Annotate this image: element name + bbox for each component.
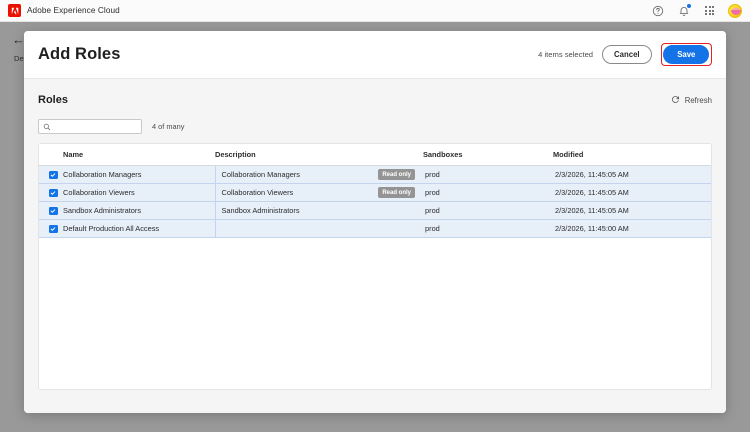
cell-sandboxes: prod	[423, 183, 553, 202]
row-checkbox[interactable]	[49, 188, 58, 198]
save-button[interactable]: Save	[663, 45, 710, 64]
row-checkbox[interactable]	[49, 170, 58, 180]
cell-name: Collaboration Viewers	[63, 183, 215, 202]
read-only-badge: Read only	[378, 187, 415, 198]
search-row: 4 of many	[38, 119, 712, 134]
column-header-name[interactable]: Name	[63, 144, 215, 166]
roles-table: Name Description Sandboxes Modified Coll…	[39, 144, 711, 238]
cell-description	[214, 219, 423, 238]
dialog-body: Roles Refresh 4 of	[24, 79, 726, 413]
column-header-description[interactable]: Description	[215, 144, 423, 166]
cancel-button[interactable]: Cancel	[602, 45, 652, 64]
row-checkbox-cell[interactable]	[39, 219, 63, 238]
cell-sandboxes: prod	[423, 201, 553, 220]
description-text: Sandbox Administrators	[221, 206, 300, 215]
row-checkbox[interactable]	[49, 206, 58, 216]
description-wrapper: Collaboration Viewers Read only	[221, 187, 420, 198]
roles-section-header: Roles Refresh	[38, 91, 712, 109]
roles-heading: Roles	[38, 94, 68, 106]
row-checkbox-cell[interactable]	[39, 165, 63, 184]
search-input[interactable]	[39, 120, 141, 133]
brand: Adobe Experience Cloud	[0, 4, 120, 17]
cell-description: Sandbox Administrators	[214, 201, 423, 220]
row-checkbox-cell[interactable]	[39, 183, 63, 202]
dialog-title: Add Roles	[38, 45, 121, 63]
read-only-badge: Read only	[378, 169, 415, 180]
table-row[interactable]: Default Production All Access prod 2/3/202…	[39, 219, 711, 238]
refresh-button[interactable]: Refresh	[671, 95, 712, 106]
cell-name: Sandbox Administrators	[63, 201, 215, 220]
table-row[interactable]: Collaboration Viewers Collaboration Viewe…	[39, 183, 711, 202]
global-app-header: Adobe Experience Cloud	[0, 0, 750, 22]
search-icon	[43, 123, 51, 131]
notifications-bell-icon[interactable]	[676, 3, 692, 18]
row-checkbox[interactable]	[49, 224, 58, 234]
search-box[interactable]	[38, 119, 142, 134]
cell-modified: 2/3/2026, 11:45:00 AM	[553, 219, 711, 238]
back-arrow-icon[interactable]: ←	[12, 32, 25, 47]
roles-table-card: Name Description Sandboxes Modified Coll…	[38, 143, 712, 390]
table-row[interactable]: Sandbox Administrators Sandbox Administra…	[39, 201, 711, 220]
select-all-header	[39, 144, 63, 166]
cell-description: Collaboration Viewers Read only	[214, 183, 423, 202]
cell-name: Default Production All Access	[63, 219, 215, 238]
header-icon-group	[650, 3, 750, 18]
cell-description: Collaboration Managers Read only	[214, 165, 423, 184]
cell-modified: 2/3/2026, 11:45:05 AM	[553, 183, 711, 202]
user-avatar[interactable]	[728, 3, 742, 18]
help-icon[interactable]	[650, 3, 665, 18]
brand-label: Adobe Experience Cloud	[27, 6, 120, 15]
notification-badge	[686, 3, 692, 9]
cell-modified: 2/3/2026, 11:45:05 AM	[553, 201, 711, 220]
dialog-header: Add Roles 4 items selected Cancel Save	[24, 31, 726, 79]
description-wrapper: Collaboration Managers Read only	[221, 169, 420, 180]
table-row[interactable]: Collaboration Managers Collaboration Mana…	[39, 165, 711, 184]
roles-table-head: Name Description Sandboxes Modified	[39, 144, 711, 166]
table-header-row: Name Description Sandboxes Modified	[39, 144, 711, 166]
cell-sandboxes: prod	[423, 165, 553, 184]
cell-name: Collaboration Managers	[63, 165, 215, 184]
roles-table-body: Collaboration Managers Collaboration Mana…	[39, 165, 711, 238]
items-selected-label: 4 items selected	[538, 49, 594, 59]
column-header-modified[interactable]: Modified	[553, 144, 711, 166]
cell-modified: 2/3/2026, 11:45:05 AM	[553, 165, 711, 184]
description-text: Collaboration Viewers	[221, 188, 294, 197]
background-page-subtitle: De	[14, 54, 24, 63]
dialog-actions: 4 items selected Cancel Save	[538, 42, 712, 67]
add-roles-dialog: Add Roles 4 items selected Cancel Save R…	[24, 31, 726, 413]
results-count-label: 4 of many	[152, 122, 185, 131]
adobe-logo-icon	[8, 4, 21, 17]
row-checkbox-cell[interactable]	[39, 201, 63, 220]
app-grid-icon[interactable]	[702, 3, 717, 18]
cell-sandboxes: prod	[423, 219, 553, 238]
column-header-sandboxes[interactable]: Sandboxes	[423, 144, 553, 166]
refresh-label: Refresh	[684, 95, 712, 105]
refresh-icon	[671, 95, 680, 106]
description-text: Collaboration Managers	[221, 170, 300, 179]
description-wrapper: Sandbox Administrators	[222, 206, 420, 215]
save-button-focus-ring: Save	[660, 42, 712, 67]
